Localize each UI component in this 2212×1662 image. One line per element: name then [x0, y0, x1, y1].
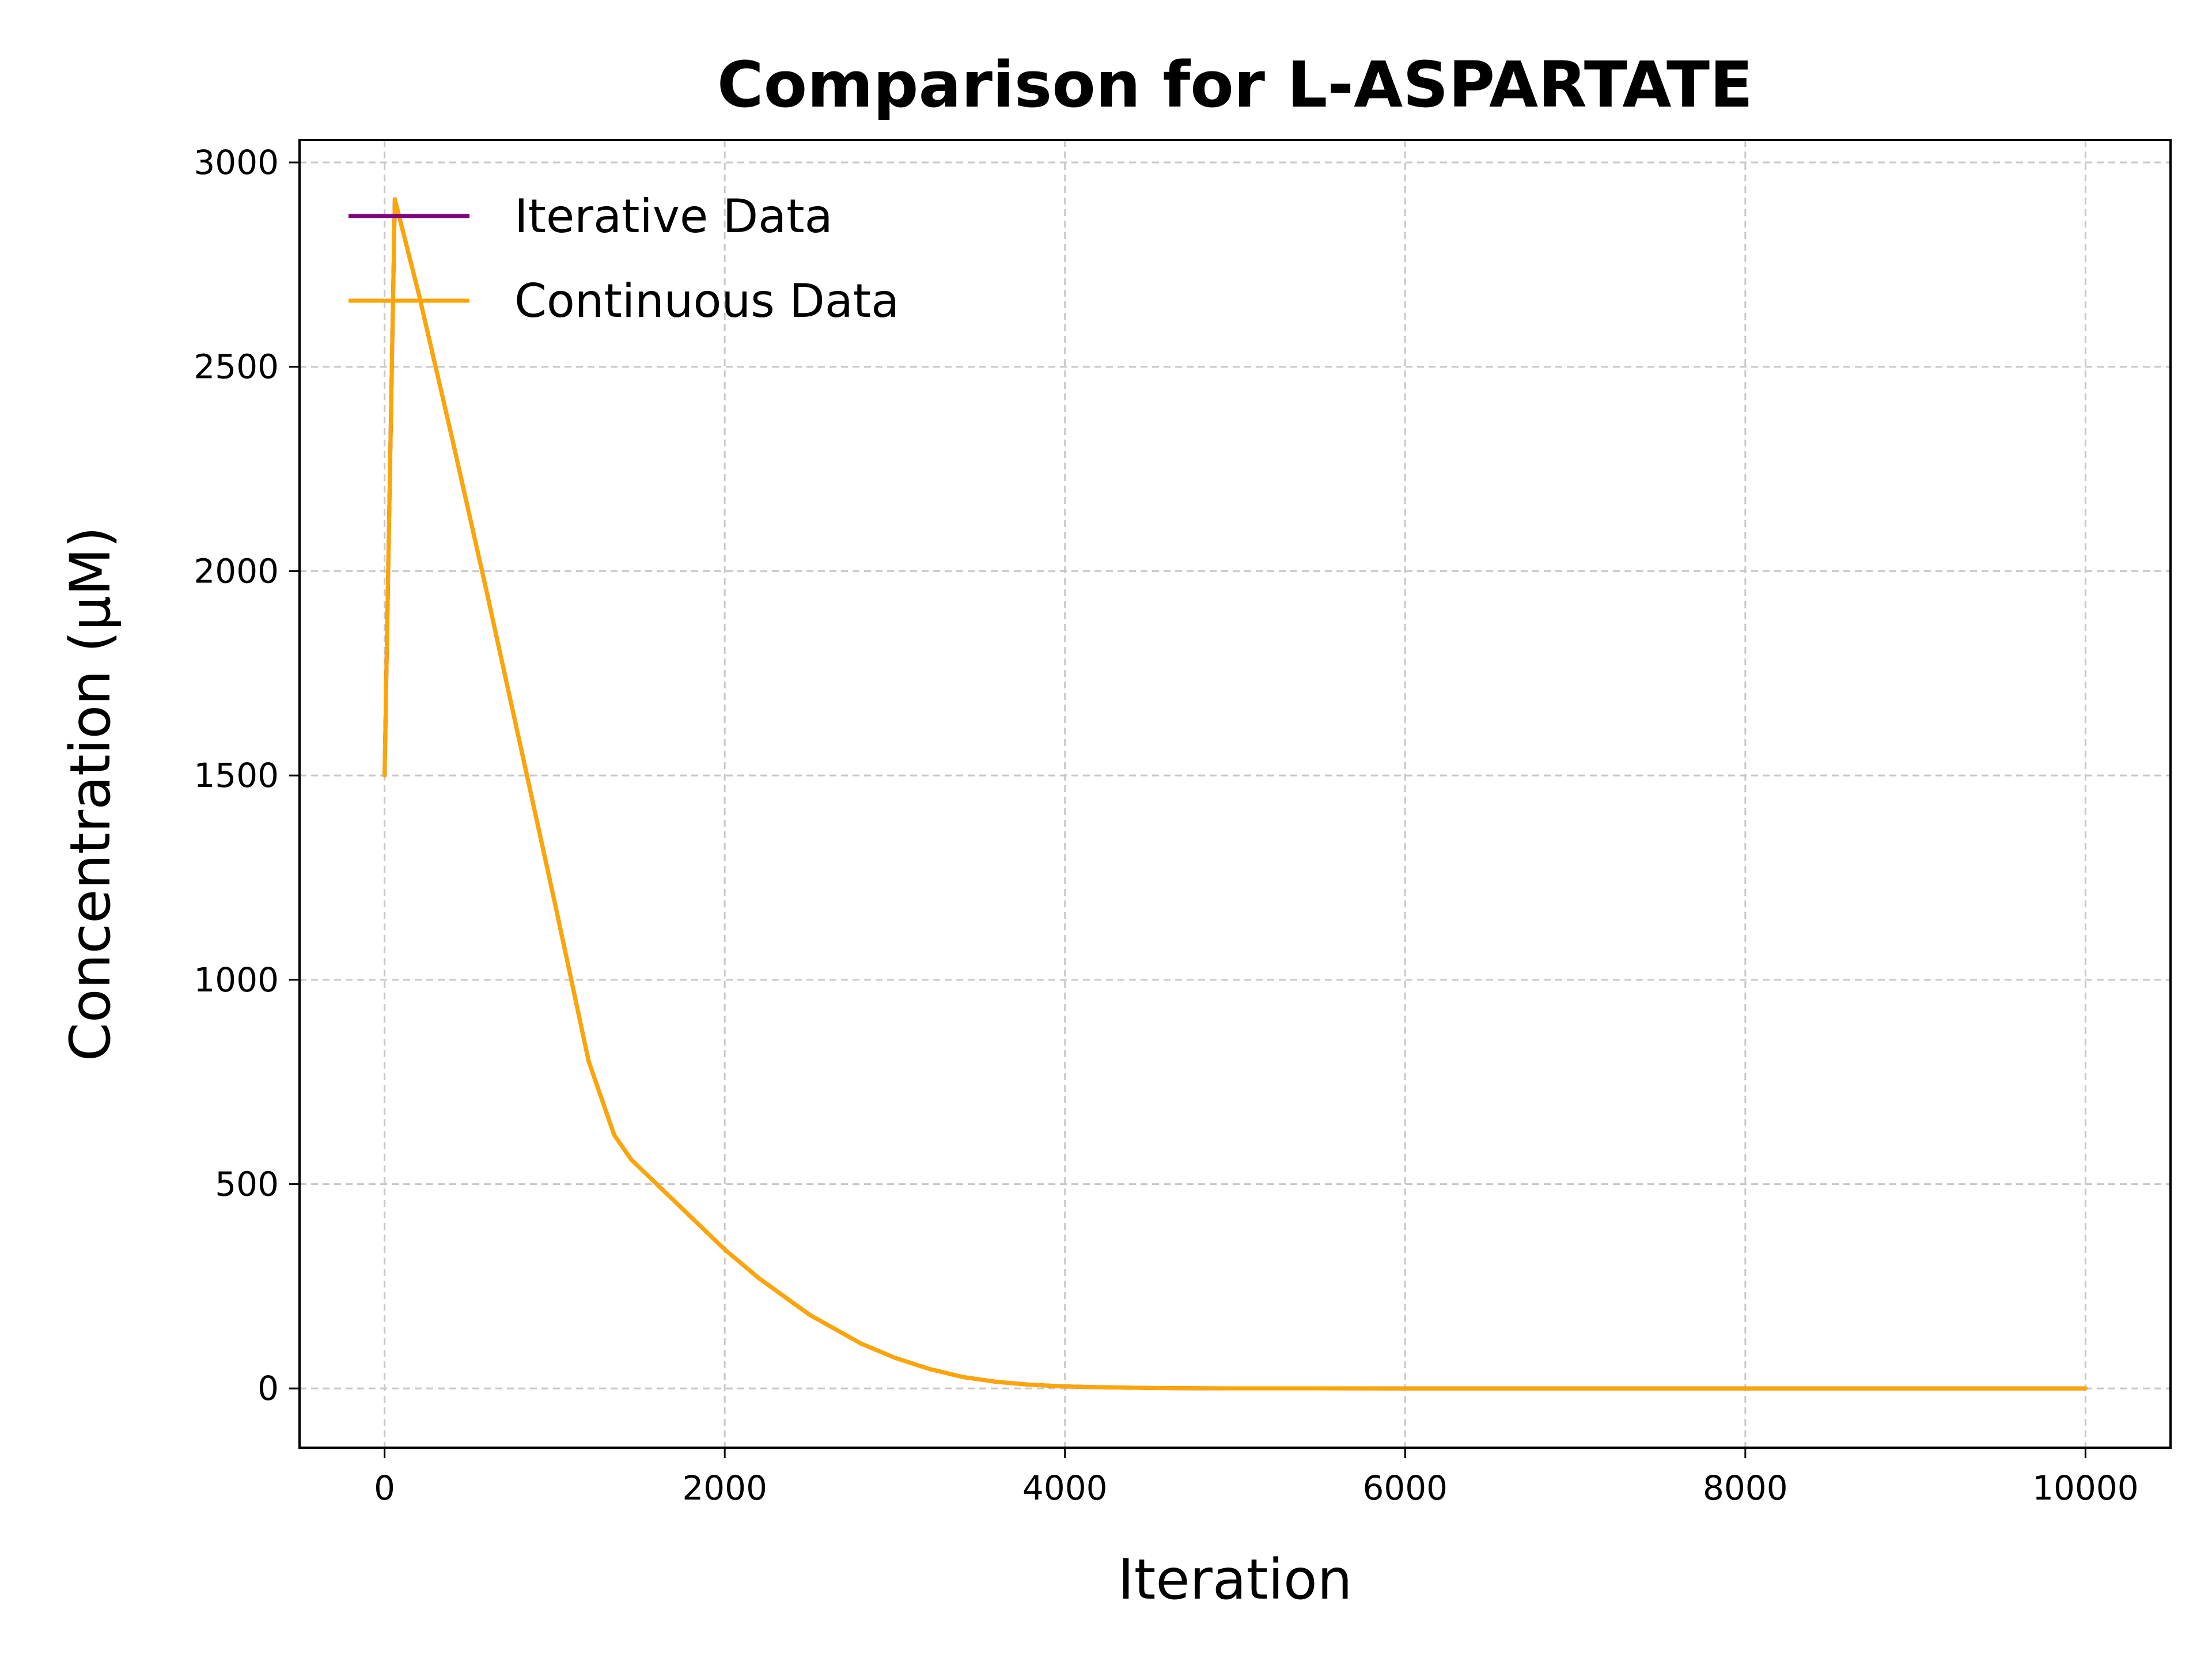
x-tick-label: 4000 [1022, 1468, 1108, 1508]
x-tick-label: 0 [374, 1468, 395, 1508]
chart-title: Comparison for L-ASPARTATE [717, 48, 1753, 122]
legend-label: Iterative Data [514, 190, 833, 243]
series-layer [382, 197, 2088, 1391]
grid-layer [300, 140, 2171, 1448]
legend-label: Continuous Data [514, 274, 899, 328]
series-line-continuous [382, 197, 2088, 1391]
y-tick-label: 2500 [194, 347, 279, 387]
y-tick-label: 500 [215, 1164, 279, 1203]
x-tick-label: 2000 [682, 1468, 767, 1508]
tick-layer: 0 2000 4000 6000 8000 10000 0 500 1000 1500 2000 25… [194, 143, 2138, 1508]
plot-frame [298, 139, 2172, 1449]
x-tick-label: 10000 [2032, 1468, 2139, 1508]
x-tick-label: 6000 [1362, 1468, 1448, 1508]
legend: Iterative Data Continuous Data [349, 190, 899, 328]
y-tick-label: 1000 [194, 960, 279, 1000]
x-axis-title: Iteration [1118, 1547, 1352, 1612]
y-tick-label: 2000 [194, 551, 279, 590]
x-tick-label: 8000 [1703, 1468, 1788, 1508]
y-tick-label: 0 [257, 1369, 279, 1408]
y-tick-label: 3000 [194, 143, 279, 182]
y-axis-title: Concentration (μM) [58, 527, 123, 1061]
y-tick-label: 1500 [194, 756, 279, 795]
